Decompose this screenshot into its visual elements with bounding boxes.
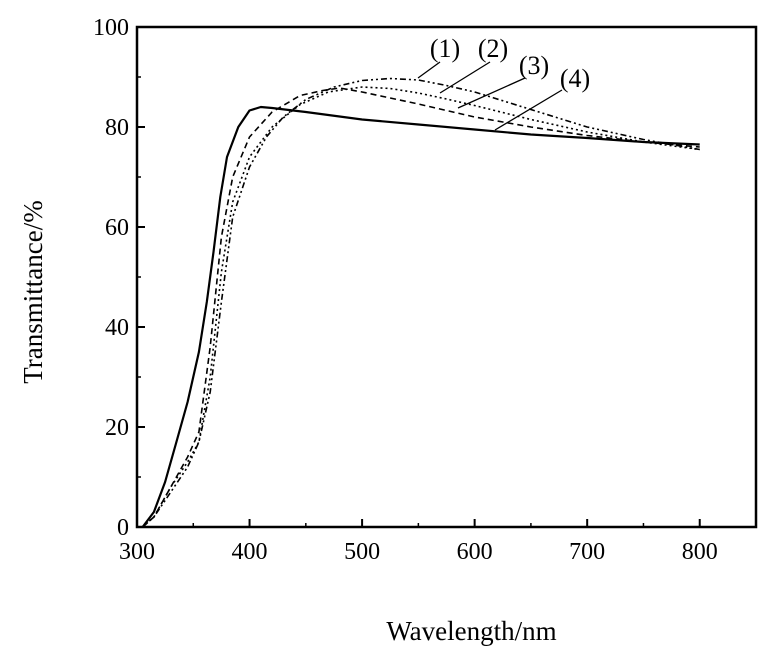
series-label-3: (3) bbox=[519, 51, 549, 80]
series-labels: (1) (2) (3) (4) bbox=[417, 34, 590, 131]
series-line-3 bbox=[142, 87, 700, 528]
x-tick-label-800: 800 bbox=[682, 539, 718, 565]
series-lines bbox=[141, 77, 700, 528]
series-line-2 bbox=[142, 86, 700, 528]
series-pointer-1 bbox=[417, 61, 441, 79]
x-axis-label: Wavelength/nm bbox=[386, 616, 556, 646]
x-tick-label-500: 500 bbox=[344, 539, 380, 565]
plot-axes: 300 400 500 600 700 800 0 20 40 60 80 100 bbox=[93, 15, 758, 565]
plot-frame bbox=[135, 25, 758, 529]
series-pointer-2 bbox=[439, 61, 491, 94]
x-tick-label-700: 700 bbox=[569, 539, 605, 565]
series-line-4 bbox=[141, 105, 700, 528]
x-tick-label-600: 600 bbox=[457, 539, 493, 565]
y-tick-label-0: 0 bbox=[117, 515, 129, 541]
series-line-1 bbox=[142, 77, 700, 528]
y-tick-label-60: 60 bbox=[105, 215, 129, 241]
x-tick-label-400: 400 bbox=[232, 539, 268, 565]
series-pointer-4 bbox=[494, 89, 563, 131]
x-tick-label-300: 300 bbox=[119, 539, 155, 565]
series-label-4: (4) bbox=[560, 64, 590, 93]
series-pointer-3 bbox=[457, 77, 526, 109]
y-tick-label-40: 40 bbox=[105, 315, 129, 341]
y-tick-label-100: 100 bbox=[93, 15, 129, 41]
y-axis-label: Transmittance/% bbox=[18, 200, 48, 383]
y-tick-label-20: 20 bbox=[105, 415, 129, 441]
y-tick-label-80: 80 bbox=[105, 115, 129, 141]
series-label-1: (1) bbox=[430, 34, 460, 63]
series-label-2: (2) bbox=[478, 34, 508, 63]
